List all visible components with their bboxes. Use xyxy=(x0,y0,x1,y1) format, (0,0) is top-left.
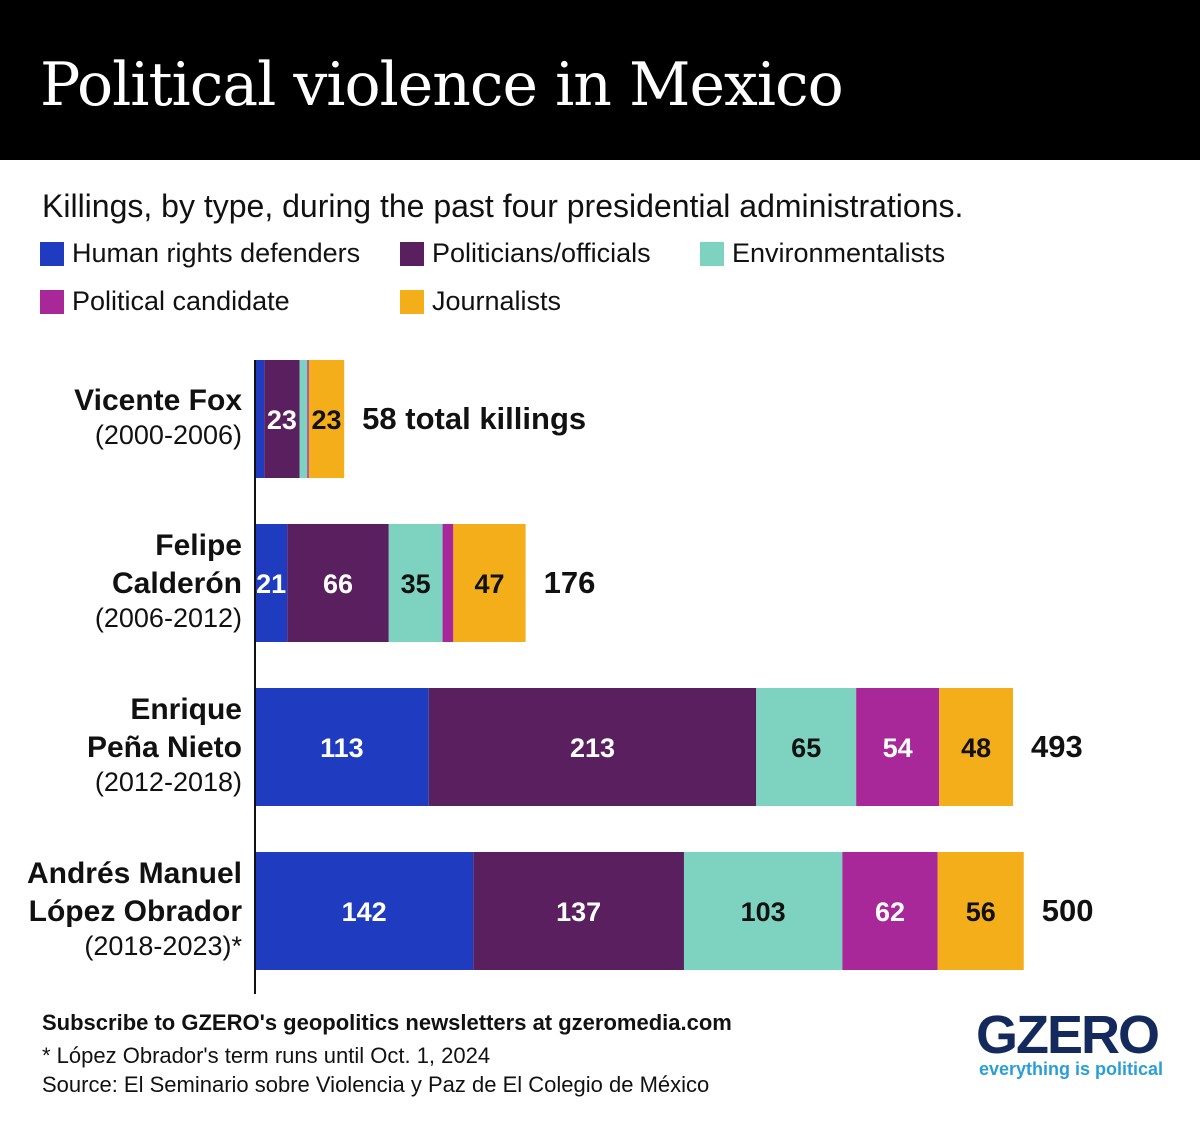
legend-swatch xyxy=(400,241,424,266)
bar-segment xyxy=(442,524,454,642)
legend-label: Politicians/officials xyxy=(432,238,651,268)
legend-item: Politicians/officials xyxy=(400,238,651,269)
bar-segment xyxy=(756,688,857,806)
category-years: (2012-2018) xyxy=(95,767,242,797)
data-label: 23 xyxy=(267,405,297,435)
data-label: 213 xyxy=(570,733,615,763)
bar-segment xyxy=(939,688,1013,806)
category-label: Calderón xyxy=(112,567,242,600)
category-label: Andrés Manuel xyxy=(27,857,242,890)
data-label: 65 xyxy=(791,733,821,763)
footnote: * López Obrador's term runs until Oct. 1… xyxy=(42,1043,491,1068)
legend-label: Political candidate xyxy=(72,286,290,316)
bar-segment xyxy=(255,852,474,970)
total-label: 58 total killings xyxy=(362,401,586,436)
data-label: 113 xyxy=(320,733,364,763)
bar-segment xyxy=(453,524,526,642)
data-label: 54 xyxy=(883,733,913,763)
data-label: 47 xyxy=(474,569,504,599)
bar-segment xyxy=(307,360,309,478)
legend-swatch xyxy=(700,241,724,266)
category-years: (2018-2023)* xyxy=(84,931,242,961)
bar-segment xyxy=(937,852,1024,970)
bar-segment xyxy=(388,524,443,642)
bar-segment xyxy=(842,852,938,970)
header-banner: Political violence in Mexico xyxy=(0,0,1200,160)
data-label: 35 xyxy=(401,569,431,599)
category-years: (2000-2006) xyxy=(95,420,242,450)
category-label: Felipe xyxy=(155,529,242,562)
data-label: 21 xyxy=(256,569,286,599)
source-text: Source: El Seminario sobre Violencia y P… xyxy=(42,1072,710,1097)
bar-segment xyxy=(473,852,684,970)
bar-segment xyxy=(856,688,940,806)
bar-segment xyxy=(308,360,345,478)
total-label: 176 xyxy=(544,565,596,600)
bar-segment xyxy=(287,524,389,642)
bar-segment xyxy=(255,524,288,642)
data-label: 48 xyxy=(961,733,991,763)
bar-segment xyxy=(683,852,843,970)
total-label: 493 xyxy=(1031,729,1083,764)
subscribe-text: Subscribe to GZERO's geopolitics newslet… xyxy=(42,1010,732,1035)
legend-item: Political candidate xyxy=(40,286,290,317)
bar-segment xyxy=(428,688,757,806)
data-label: 103 xyxy=(741,897,786,927)
chart-subtitle: Killings, by type, during the past four … xyxy=(42,188,964,224)
data-label: 62 xyxy=(875,897,905,927)
legend-swatch xyxy=(400,289,424,314)
category-label: López Obrador xyxy=(29,895,243,928)
category-years: (2006-2012) xyxy=(95,603,242,633)
legend-label: Human rights defenders xyxy=(72,238,361,268)
data-label: 142 xyxy=(342,897,387,927)
data-label: 137 xyxy=(556,897,601,927)
category-label: Peña Nieto xyxy=(87,731,242,764)
logo-tagline: everything is political xyxy=(979,1059,1164,1079)
gzero-logo: GZERO xyxy=(976,1005,1160,1065)
bar-segment xyxy=(255,688,429,806)
legend-swatch xyxy=(40,289,64,314)
legend-label: Journalists xyxy=(432,286,562,316)
data-label: 66 xyxy=(323,569,353,599)
chart-title: Political violence in Mexico xyxy=(40,50,844,120)
total-label: 500 xyxy=(1042,893,1094,928)
data-label: 56 xyxy=(966,897,996,927)
legend-item: Human rights defenders xyxy=(40,238,360,269)
legend-swatch xyxy=(40,241,64,266)
legend-item: Journalists xyxy=(400,286,561,317)
bar-segment xyxy=(264,360,300,478)
legend-item: Environmentalists xyxy=(700,238,945,269)
data-label: 23 xyxy=(311,405,341,435)
category-label: Vicente Fox xyxy=(74,384,242,417)
legend-label: Environmentalists xyxy=(732,238,946,268)
bar-segment xyxy=(255,360,265,478)
bar-segment xyxy=(299,360,308,478)
category-label: Enrique xyxy=(130,693,242,726)
